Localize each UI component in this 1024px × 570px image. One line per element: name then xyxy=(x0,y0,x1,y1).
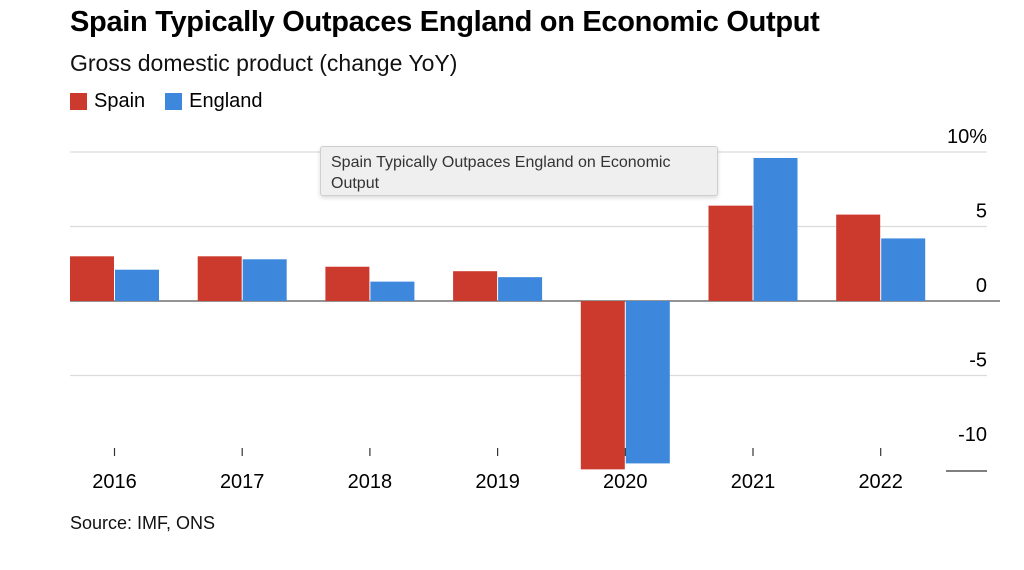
legend-swatch-spain xyxy=(70,93,87,110)
legend-item-england[interactable]: England xyxy=(165,90,263,113)
legend-label-spain: Spain xyxy=(94,90,146,112)
y-tick-label: 5 xyxy=(976,201,987,223)
bar-england-2016 xyxy=(115,269,159,301)
bar-england-2018 xyxy=(370,281,415,301)
bar-spain-2017 xyxy=(197,256,242,301)
bar-spain-2020 xyxy=(580,301,625,470)
bar-england-2022 xyxy=(881,238,926,301)
bar-spain-2019 xyxy=(453,271,498,301)
axis-layer: 10% 5 0 -5 -10 2016 2017 2018 2019 2020 2021 2022 xyxy=(92,126,987,493)
bar-spain-2022 xyxy=(836,214,881,301)
bar-england-2020 xyxy=(625,301,670,464)
bar-spain-2018 xyxy=(325,266,370,301)
chart-tooltip: Spain Typically Outpaces England on Econ… xyxy=(320,146,718,196)
y-tick-label: 0 xyxy=(976,275,987,297)
x-tick-label: 2017 xyxy=(220,471,265,493)
chart-legend: Spain England xyxy=(70,90,283,113)
chart-subtitle: Gross domestic product (change YoY) xyxy=(70,50,458,76)
bar-england-2017 xyxy=(242,259,287,301)
bar-spain-2016 xyxy=(70,256,114,301)
bar-england-2019 xyxy=(498,277,543,301)
y-tick-label: -5 xyxy=(969,350,987,372)
y-tick-label: -10 xyxy=(958,424,987,446)
legend-swatch-england xyxy=(165,93,183,110)
chart-title: Spain Typically Outpaces England on Econ… xyxy=(70,6,820,38)
bars-layer xyxy=(70,157,926,470)
bar-spain-2021 xyxy=(708,205,753,301)
legend-item-spain[interactable]: Spain xyxy=(70,90,145,113)
x-tick-label: 2021 xyxy=(731,471,776,493)
bar-england-2021 xyxy=(753,157,798,301)
x-tick-label: 2022 xyxy=(858,471,903,493)
x-tick-label: 2020 xyxy=(603,471,648,493)
source-note: Source: IMF, ONS xyxy=(70,513,216,533)
x-tick-label: 2018 xyxy=(348,471,393,493)
grid-layer xyxy=(70,151,1000,472)
legend-label-england: England xyxy=(189,90,263,112)
x-tick-label: 2019 xyxy=(475,471,520,493)
y-tick-label: 10% xyxy=(947,126,987,148)
x-tick-label: 2016 xyxy=(92,471,137,493)
